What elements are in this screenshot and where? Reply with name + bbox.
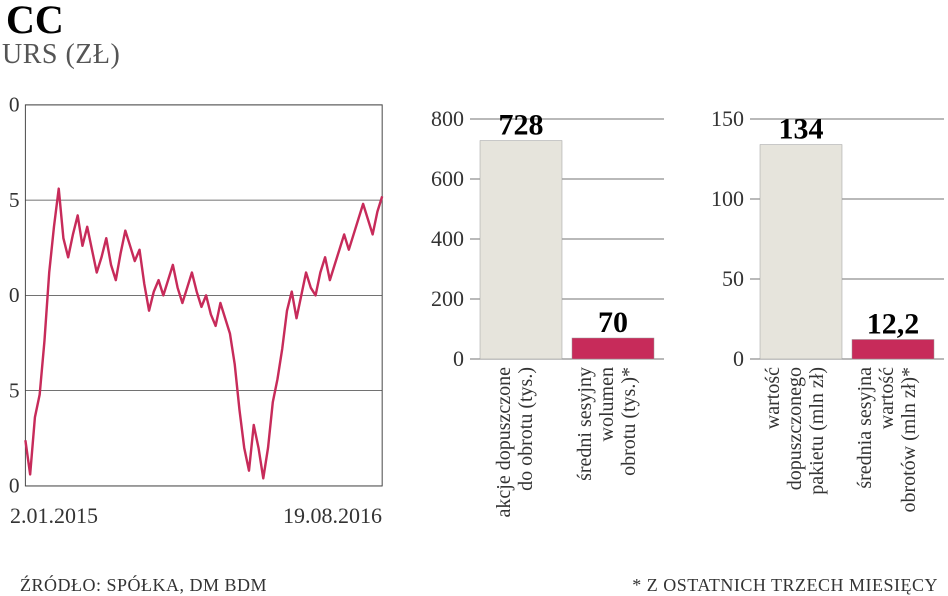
svg-text:0: 0 — [9, 283, 20, 307]
bar-panel-volume: 0 200 400 600 800 728 akcje dopuszczonedo obro… — [418, 89, 668, 569]
svg-text:600: 600 — [431, 166, 464, 191]
line-chart-svg: 0 5 0 5 0 — [4, 89, 388, 529]
svg-text:400: 400 — [431, 226, 464, 251]
svg-text:200: 200 — [431, 286, 464, 311]
svg-text:0: 0 — [9, 92, 20, 116]
svg-text:dopuszczonego: dopuszczonego — [784, 367, 806, 490]
svg-text:0: 0 — [453, 346, 464, 371]
svg-text:obrotu (tys.)*: obrotu (tys.)* — [618, 367, 640, 476]
svg-text:0: 0 — [9, 474, 20, 498]
svg-text:100: 100 — [711, 186, 744, 211]
bar-chart-1-svg: 0 200 400 600 800 728 akcje dopuszczonedo obro… — [418, 89, 668, 569]
page-subtitle: URS (ZŁ) — [2, 40, 948, 71]
x-date-end: 19.08.2016 — [283, 503, 382, 529]
svg-text:800: 800 — [431, 106, 464, 131]
bar-chart-2-svg: 050100150134wartośćdopuszczonegopakietu … — [698, 89, 948, 569]
svg-text:wartość: wartość — [876, 367, 898, 429]
svg-text:70: 70 — [598, 306, 628, 339]
svg-text:5: 5 — [9, 378, 20, 402]
bar-panel-value: 050100150134wartośćdopuszczonegopakietu … — [698, 89, 948, 569]
svg-text:wolumen: wolumen — [596, 367, 618, 441]
svg-text:obrotów (mln zł)*: obrotów (mln zł)* — [898, 367, 920, 513]
svg-text:średnia sesyjna: średnia sesyjna — [854, 367, 876, 489]
svg-text:pakietu (mln zł): pakietu (mln zł) — [806, 367, 828, 495]
svg-text:średni sesyjny: średni sesyjny — [574, 367, 596, 481]
x-date-start: 2.01.2015 — [10, 503, 98, 529]
figure-container: CC URS (ZŁ) 05050 2.01.2015 19.08.2016 0… — [0, 0, 948, 593]
svg-text:wartość: wartość — [762, 367, 784, 429]
svg-text:akcje dopuszczone: akcje dopuszczone — [493, 367, 515, 518]
svg-text:5: 5 — [9, 188, 20, 212]
svg-text:0: 0 — [733, 346, 744, 371]
svg-text:728: 728 — [499, 108, 544, 141]
svg-text:50: 50 — [722, 266, 744, 291]
x-axis-dates: 2.01.2015 19.08.2016 — [4, 503, 388, 529]
bar-panels: 0 200 400 600 800 728 akcje dopuszczonedo obro… — [418, 89, 948, 569]
page-title: CC — [6, 0, 948, 40]
svg-text:134: 134 — [779, 112, 824, 145]
svg-text:150: 150 — [711, 106, 744, 131]
charts-row: 05050 2.01.2015 19.08.2016 0200400600800… — [0, 89, 948, 569]
svg-text:do obrotu (tys.): do obrotu (tys.) — [515, 367, 537, 491]
svg-text:12,2: 12,2 — [867, 307, 920, 340]
price-line-chart: 0 5 0 5 0 2.01.2015 19.08.2016 — [4, 89, 388, 529]
